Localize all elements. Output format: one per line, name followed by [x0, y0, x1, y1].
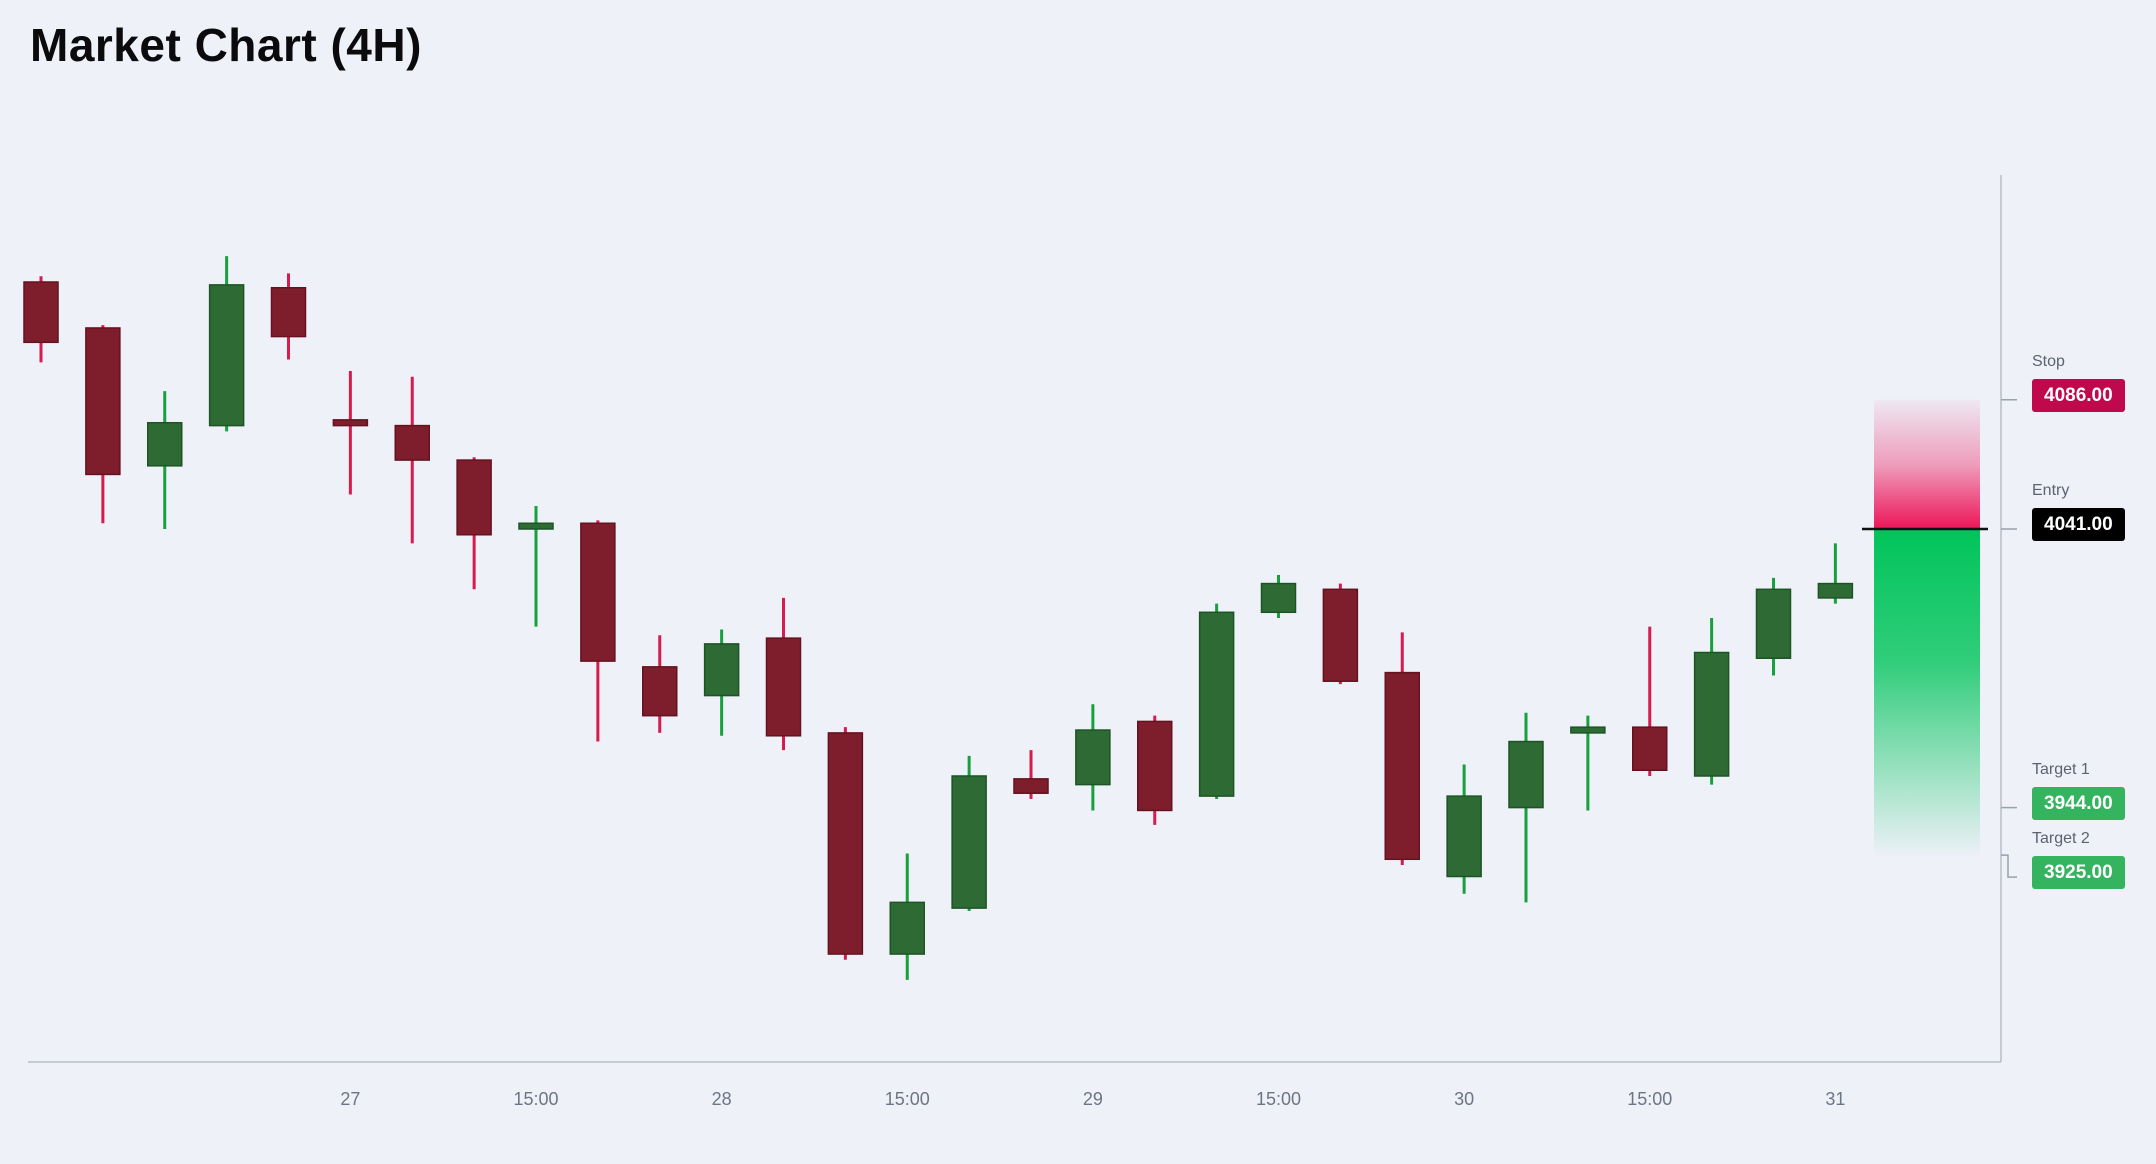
level-target1: Target 1 3944.00 [2032, 761, 2156, 820]
candle-body [1384, 671, 1420, 861]
candle-body [889, 901, 925, 955]
target2-tick [2001, 854, 2017, 878]
x-axis-tick-label: 15:00 [885, 1089, 930, 1109]
x-axis-tick-label: 29 [1083, 1089, 1103, 1109]
candle-body [1632, 726, 1668, 771]
candle-body [580, 522, 616, 662]
stop-price-badge[interactable]: 4086.00 [2032, 378, 2125, 412]
candle-body [1137, 720, 1173, 812]
candle-body [827, 732, 864, 955]
x-axis-tick-label: 15:00 [513, 1089, 558, 1109]
x-axis-tick-label: 15:00 [1256, 1089, 1301, 1109]
target2-price-badge[interactable]: 3925.00 [2032, 856, 2125, 890]
candle-body [1198, 611, 1235, 797]
candle-body [1446, 795, 1482, 878]
candle-body [332, 419, 369, 427]
candle-body [1755, 588, 1792, 659]
x-axis-tick-label: 31 [1825, 1089, 1845, 1109]
level-entry: Entry 4041.00 [2032, 482, 2156, 541]
candle-body [394, 424, 430, 461]
reward-zone[interactable] [1874, 529, 1980, 858]
candle-body [147, 421, 183, 467]
x-axis-tick-label: 28 [712, 1089, 732, 1109]
candle-body [85, 327, 121, 476]
x-axis-tick-label: 30 [1454, 1089, 1474, 1109]
candle-body [1260, 582, 1297, 614]
candle-body [208, 284, 245, 427]
candle-body [518, 522, 554, 530]
candle-body [642, 666, 678, 717]
candle-body [1013, 778, 1049, 794]
candle-body [1075, 729, 1111, 786]
risk-zone[interactable] [1874, 399, 1980, 529]
entry-price-badge[interactable]: 4041.00 [2032, 508, 2125, 541]
candle-body [703, 643, 740, 697]
candle-body [765, 637, 802, 737]
x-axis-tick-label: 15:00 [1627, 1089, 1672, 1109]
entry-label: Entry [2032, 482, 2070, 499]
candle-body [1817, 582, 1854, 599]
candle-body [1570, 726, 1606, 734]
page-title: Market Chart (4H) [30, 19, 422, 71]
level-target2: Target 2 3925.00 [2032, 830, 2156, 890]
candle-body [270, 287, 307, 338]
candle-body [1322, 588, 1359, 682]
candle-body [1693, 651, 1730, 777]
x-axis-tick-label: 27 [340, 1089, 360, 1109]
target2-label: Target 2 [2032, 830, 2090, 848]
target1-label: Target 1 [2032, 760, 2090, 778]
level-stop: Stop 4086.00 [2032, 353, 2156, 412]
candle-body [23, 281, 59, 344]
target1-price-badge[interactable]: 3944.00 [2032, 786, 2125, 820]
stop-label: Stop [2032, 352, 2065, 370]
candle-body [456, 459, 492, 536]
candle-body [951, 775, 987, 909]
candle-body [1508, 740, 1544, 809]
